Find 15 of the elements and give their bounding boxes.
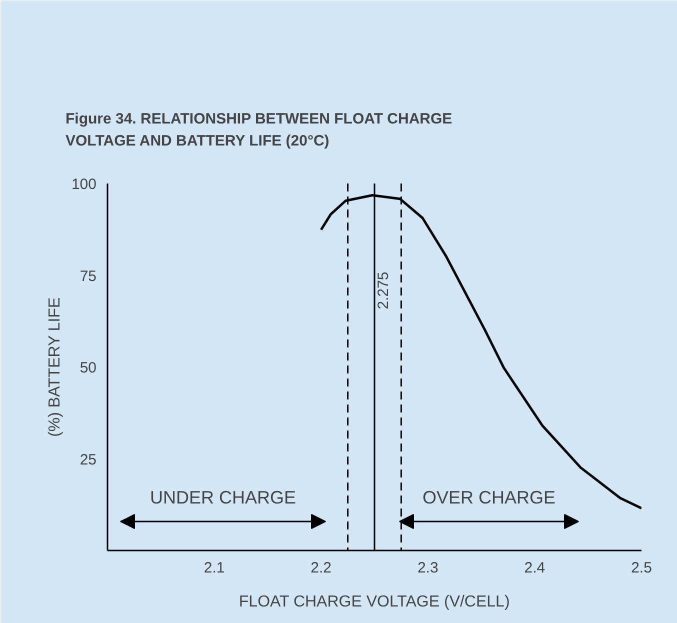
x-tick-label: 2.3 <box>417 560 438 576</box>
x-tick-label: 2.2 <box>310 560 332 576</box>
y-tick-label: 25 <box>80 451 97 468</box>
annotation: UNDER CHARGE <box>150 488 296 508</box>
x-tick-label: 2.5 <box>631 560 652 576</box>
y-axis-title: (%) BATTERY LIFE <box>46 297 64 437</box>
y-tick-label: 100 <box>71 176 97 193</box>
x-tick-label: 2.4 <box>524 560 546 576</box>
y-tick-label: 75 <box>80 268 97 285</box>
annotation: 2.275 <box>375 272 392 310</box>
x-tick-label: 2.1 <box>204 560 225 576</box>
x-axis-title: FLOAT CHARGE VOLTAGE (V/CELL) <box>238 594 510 610</box>
annotation: OVER CHARGE <box>422 488 556 508</box>
chart-title: Figure 34. RELATIONSHIP BETWEEN FLOAT CHARGE VOLTAGE AND BATTERY LIFE (20°C) <box>66 110 452 150</box>
y-tick-label: 50 <box>80 360 97 376</box>
